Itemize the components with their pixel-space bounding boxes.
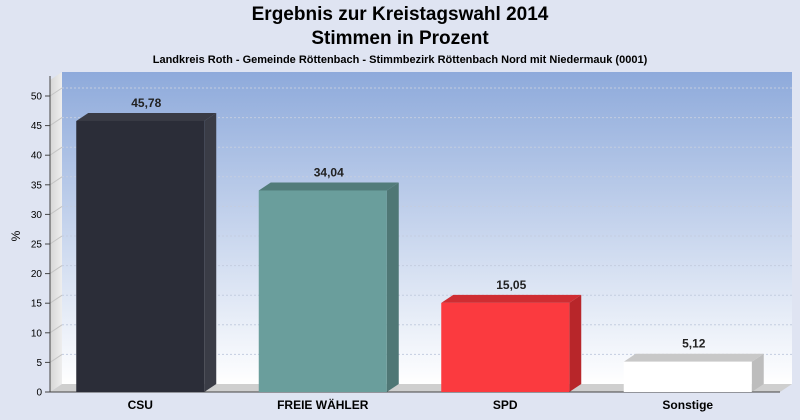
bar-front: [76, 120, 205, 393]
bar-freie-w-hler: 34,04: [258, 165, 399, 392]
y-tick-label: 45: [31, 121, 43, 132]
y-tick-label: 40: [31, 151, 43, 162]
data-label: 34,04: [314, 165, 344, 179]
bar-front: [441, 302, 570, 392]
x-tick-label: CSU: [128, 398, 153, 412]
grid-line-side: [49, 205, 63, 215]
y-tick-label: 15: [31, 299, 43, 310]
y-tick-label: 50: [31, 92, 43, 103]
grid-line-side: [49, 87, 63, 97]
grid-line-side: [49, 294, 63, 304]
bar-side: [569, 294, 582, 392]
bar-side: [204, 112, 217, 393]
bar-front: [258, 190, 387, 392]
bar-top: [258, 182, 399, 191]
chart-title-line2: Stimmen in Prozent: [311, 28, 489, 49]
grid-line-side: [49, 235, 63, 245]
grid-line-side: [49, 265, 63, 275]
x-tick-label: FREIE WÄHLER: [277, 397, 369, 412]
bar-spd: 15,05: [441, 278, 582, 392]
x-tick-label: Sonstige: [662, 398, 713, 412]
y-tick-label: 35: [31, 180, 43, 191]
data-label: 45,78: [131, 96, 161, 110]
bar-front: [623, 361, 752, 392]
data-label: 15,05: [496, 278, 526, 292]
y-axis-title: %: [9, 230, 23, 241]
y-tick-label: 20: [31, 269, 43, 280]
x-tick-label: SPD: [493, 398, 518, 412]
chart-title: Ergebnis zur Kreistagswahl 2014: [251, 4, 549, 25]
data-label: 5,12: [682, 337, 706, 351]
y-tick-label: 5: [36, 358, 42, 369]
bar-top: [441, 294, 582, 303]
bar-side: [386, 182, 399, 392]
grid-line-side: [49, 117, 63, 127]
floor: [50, 384, 792, 392]
grid-line-side: [49, 146, 63, 156]
bar-top: [623, 353, 764, 362]
bar-side: [751, 353, 764, 392]
x-axis-labels: CSU FREIE WÄHLER SPD Sonstige: [128, 397, 714, 412]
bar-top: [76, 112, 217, 121]
grid-line-side: [49, 176, 63, 186]
y-tick-label: 30: [31, 210, 43, 221]
y-tick-label: 0: [36, 388, 42, 399]
y-tick-label: 10: [31, 328, 43, 339]
grid-line-side: [49, 324, 63, 334]
chart-subtitle: Landkreis Roth - Gemeinde Röttenbach - S…: [152, 54, 648, 66]
bars: 45,78 34,04 15,05 5,12: [76, 96, 764, 393]
left-wall: [50, 72, 62, 392]
grid-line-side: [49, 353, 63, 363]
y-tick-label: 25: [31, 240, 43, 251]
bar-sonstige: 5,12: [623, 337, 764, 392]
bar-csu: 45,78: [76, 96, 217, 393]
